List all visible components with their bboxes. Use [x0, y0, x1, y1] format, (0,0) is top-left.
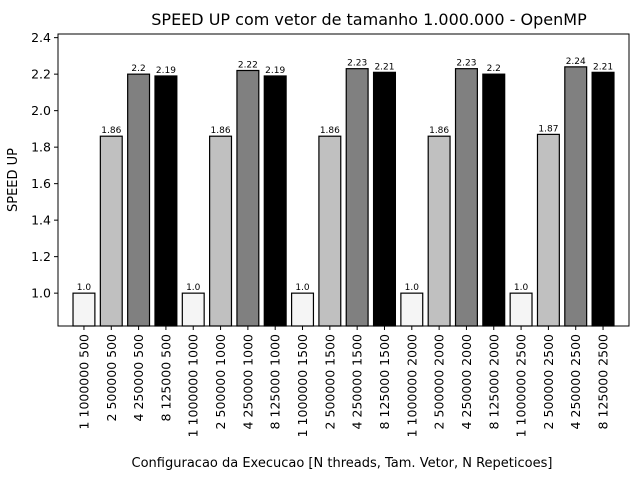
bar	[127, 73, 151, 327]
bar	[427, 135, 451, 327]
bar	[99, 135, 123, 327]
y-axis-label: SPEED UP	[6, 148, 21, 212]
y-tick-label: 1.2	[31, 249, 51, 264]
bar-value-label: 1.0	[186, 283, 201, 293]
bar	[345, 68, 369, 327]
bar-value-label: 2.21	[593, 62, 613, 72]
bar	[209, 135, 233, 327]
x-tick-label: 2 500000 500	[104, 334, 119, 422]
x-tick-label: 8 125000 2500	[596, 334, 611, 429]
bar	[181, 292, 205, 327]
x-tick-label: 2 500000 1500	[322, 334, 337, 429]
plot-frame	[57, 33, 630, 327]
bar	[263, 75, 287, 327]
bar	[591, 71, 615, 327]
x-tick-label: 8 125000 2000	[486, 334, 501, 429]
bar-value-label: 1.87	[538, 124, 558, 134]
y-tick-label: 1.0	[31, 286, 51, 301]
bar	[372, 71, 397, 327]
bar	[400, 292, 424, 327]
bar	[236, 69, 260, 327]
bar-value-label: 1.0	[77, 283, 92, 293]
x-tick-label: 4 250000 1500	[350, 334, 365, 429]
x-tick-label: 8 125000 1500	[377, 334, 392, 429]
y-tick-label: 2.4	[31, 30, 51, 45]
bar-value-label: 1.86	[429, 126, 449, 136]
bar-value-label: 1.86	[101, 126, 121, 136]
bar-value-label: 2.21	[374, 62, 394, 72]
bar-value-label: 2.2	[131, 64, 145, 74]
x-tick-label: 1 1000000 1000	[186, 334, 201, 437]
x-tick-label: 2 500000 2000	[432, 334, 447, 429]
x-tick-label: 2 500000 1000	[213, 334, 228, 429]
x-tick-label: 1 1000000 500	[76, 334, 91, 429]
x-axis-label: Configuracao da Execucao [N threads, Tam…	[132, 456, 553, 471]
x-tick-label: 8 125000 1000	[268, 334, 283, 429]
x-tick-label: 1 1000000 2000	[404, 334, 419, 437]
x-tick-label: 1 1000000 2500	[514, 334, 529, 437]
x-tick-label: 2 500000 2500	[541, 334, 556, 429]
x-tick-label: 8 125000 500	[158, 334, 173, 422]
x-tick-label: 4 250000 1000	[240, 334, 255, 429]
bar	[154, 75, 178, 327]
bar-value-label: 2.22	[238, 61, 258, 71]
bar-value-label: 2.23	[456, 59, 476, 69]
bar-value-label: 2.23	[347, 59, 367, 69]
bar	[454, 68, 478, 327]
bar	[509, 292, 533, 327]
y-tick-label: 2.2	[31, 67, 51, 82]
y-tick-label: 2.0	[31, 103, 51, 118]
bar-value-label: 1.0	[295, 283, 310, 293]
chart-title: SPEED UP com vetor de tamanho 1.000.000 …	[151, 10, 587, 29]
bar	[536, 133, 560, 327]
bar-value-label: 1.86	[211, 126, 231, 136]
bar	[72, 292, 96, 327]
x-tick-label: 4 250000 2000	[459, 334, 474, 429]
bar-value-label: 1.86	[320, 126, 340, 136]
bar	[318, 135, 342, 327]
bar	[482, 73, 506, 327]
y-tick-label: 1.6	[31, 176, 51, 191]
x-tick-label: 4 250000 2500	[568, 334, 583, 429]
bar-value-label: 2.19	[156, 66, 176, 76]
bar	[564, 66, 588, 327]
bar	[290, 292, 315, 327]
y-tick-label: 1.4	[31, 213, 51, 228]
x-tick-label: 4 250000 500	[131, 334, 146, 422]
bar-value-label: 1.0	[405, 283, 420, 293]
bar-value-label: 2.24	[566, 57, 586, 67]
y-tick-label: 1.8	[31, 140, 51, 155]
bar-value-label: 2.2	[487, 64, 501, 74]
bar-value-label: 2.19	[265, 66, 285, 76]
x-tick-label: 1 1000000 1500	[295, 334, 310, 437]
bar-value-label: 1.0	[514, 283, 529, 293]
